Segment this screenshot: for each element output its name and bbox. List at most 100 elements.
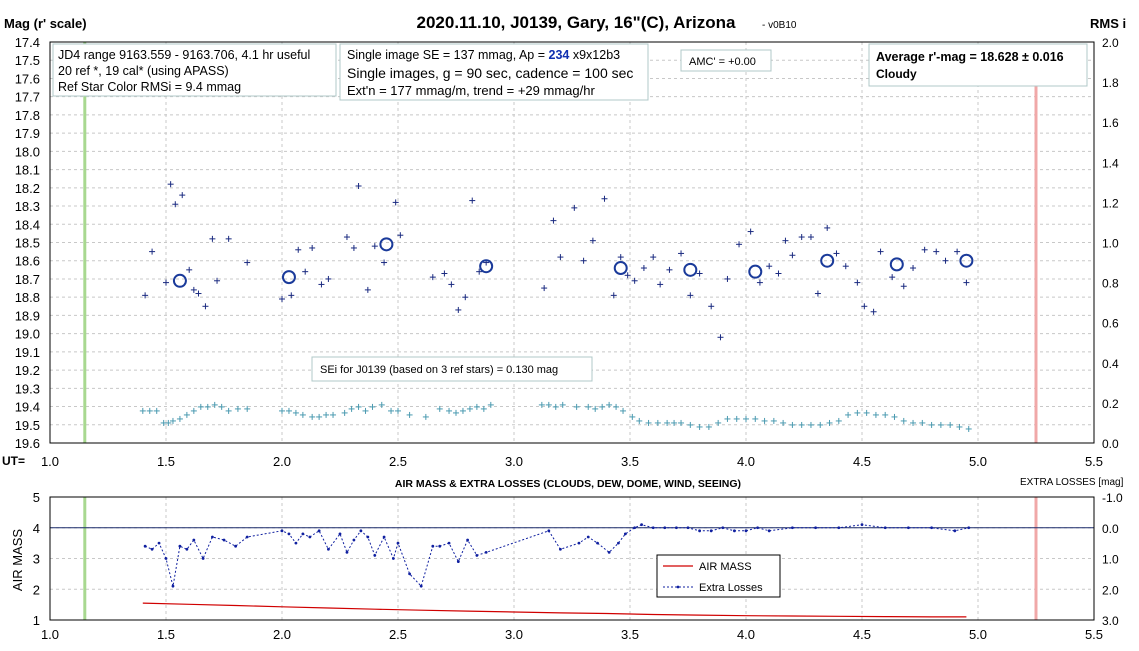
extra-losses-point: [675, 526, 678, 530]
top-y2-tick-label: 0.0: [1102, 437, 1119, 451]
rms-point: [863, 409, 870, 416]
rms-point: [459, 407, 466, 414]
extra-losses-point: [623, 532, 627, 536]
top-grid: [50, 42, 1094, 443]
extra-losses-point: [814, 526, 817, 530]
rms-point: [845, 411, 852, 418]
rms-point: [789, 421, 796, 428]
top-y-tick-label: 19.1: [15, 345, 40, 360]
top-plot-frame: [49, 41, 1095, 444]
top-y2-axis-title: RMS i: [1090, 16, 1126, 31]
mag-point: [589, 237, 596, 244]
mag-point: [877, 248, 884, 255]
mag-point: [870, 308, 877, 315]
top-y2-tick-label: 1.2: [1102, 196, 1119, 210]
top-x-tick-label: 2.0: [273, 454, 291, 469]
bottom-y2-tick-label: 1.0: [1102, 553, 1119, 567]
bottom-data-marks: [142, 523, 971, 618]
extra-losses-line: [144, 524, 969, 588]
extra-losses-point: [907, 526, 910, 530]
mag-point: [708, 303, 715, 310]
rms-point: [139, 407, 146, 414]
rms-point: [378, 401, 385, 408]
rms-point: [323, 411, 330, 418]
bottom-legend: AIR MASS Extra Losses: [656, 554, 781, 598]
mag-point: [149, 248, 156, 255]
average-box: Average r'-mag = 18.628 ± 0.016 Cloudy: [868, 43, 1088, 87]
color-rms-line: Ref Star Color RMSi = 9.4 mmag: [58, 80, 241, 94]
mag-point: [209, 235, 216, 242]
rms-point: [965, 425, 972, 432]
extra-losses-point: [431, 544, 435, 548]
rms-point: [559, 401, 566, 408]
extra-losses-point: [178, 544, 182, 548]
mag-point: [854, 279, 861, 286]
rms-point: [165, 419, 172, 426]
bottom-x-tick-label: 2.5: [389, 627, 407, 642]
mag-point: [202, 303, 209, 310]
extra-losses-point: [744, 529, 748, 533]
bottom-x-tick-label: 1.5: [157, 627, 175, 642]
mag-point: [295, 246, 302, 253]
top-x-tick-label: 4.0: [737, 454, 755, 469]
mag-point: [309, 244, 316, 251]
mag-point: [190, 286, 197, 293]
extra-losses-point: [607, 550, 611, 554]
rms-point: [592, 405, 599, 412]
rms-point: [636, 417, 643, 424]
bottom-y-tick-label: 3: [33, 552, 40, 567]
rms-point: [724, 415, 731, 422]
extra-losses-point: [475, 554, 479, 557]
top-y-tick-label: 18.0: [15, 144, 40, 159]
extra-losses-point: [438, 544, 442, 548]
top-y-tick-label: 18.1: [15, 163, 40, 178]
legend-label-losses: Extra Losses: [699, 582, 763, 594]
mag-point: [179, 192, 186, 199]
mag-point: [717, 334, 724, 341]
bottom-y-tick-label: 4: [33, 521, 40, 536]
rms-point: [613, 403, 620, 410]
aperture-value: 234: [549, 48, 570, 62]
rms-point: [545, 401, 552, 408]
extinction-line: Ext'n = 177 mmag/m, trend = +29 mmag/hr: [347, 83, 595, 98]
extra-losses-point: [837, 526, 841, 530]
mag-point: [225, 235, 232, 242]
rms-point: [169, 417, 176, 424]
binned-mag-circle: [172, 273, 187, 288]
rms-point: [211, 401, 218, 408]
mag-point: [736, 241, 743, 248]
rms-point: [743, 415, 749, 422]
rms-point: [204, 403, 211, 410]
rms-point: [436, 405, 443, 412]
rms-point: [466, 405, 473, 412]
top-y-tick-label: 19.6: [15, 436, 40, 451]
sei-label: SEi for J0139 (based on 3 ref stars) = 0…: [320, 364, 558, 376]
extra-losses-point: [338, 532, 342, 536]
top-y-tick-label: 18.7: [15, 272, 40, 287]
extra-losses-point: [192, 538, 196, 542]
mag-point: [397, 232, 404, 239]
mag-point: [350, 244, 357, 251]
extra-losses-point: [352, 538, 356, 542]
bottom-chart-title: AIR MASS & EXTRA LOSSES (CLOUDS, DEW, DO…: [395, 478, 741, 490]
mag-point: [355, 182, 362, 189]
bottom-y-tick-label: 5: [33, 490, 40, 505]
mag-point: [782, 237, 789, 244]
rms-point: [770, 417, 777, 424]
rms-point: [715, 419, 722, 426]
bottom-x-tick-label: 1.0: [41, 627, 59, 642]
extra-losses-point: [466, 538, 469, 542]
binned-mag-circle: [379, 237, 394, 252]
rms-point: [183, 411, 190, 418]
mag-point: [942, 257, 949, 264]
top-x-tick-label: 2.5: [389, 454, 407, 469]
weather-line: Cloudy: [876, 67, 917, 81]
mag-point: [696, 270, 703, 277]
binned-mag-circle: [613, 261, 628, 276]
mag-point: [364, 286, 371, 293]
mag-point: [279, 296, 285, 303]
mag-point: [798, 234, 805, 241]
extra-losses-point: [143, 544, 147, 548]
top-y2-tick-label: 2.0: [1102, 36, 1119, 50]
